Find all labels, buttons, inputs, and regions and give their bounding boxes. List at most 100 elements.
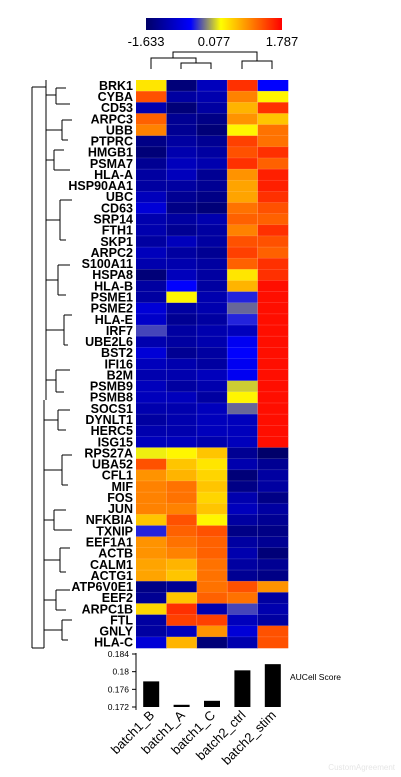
- heatmap-cell-PSME2-batch2_stim: [257, 302, 289, 315]
- heatmap-cell-HSPA8-batch2_ctrl: [227, 269, 258, 281]
- heatmap-cell-CYBA-batch1_C: [196, 91, 228, 103]
- heatmap-cell-PSMB8-batch2_ctrl: [227, 391, 258, 404]
- heatmap-cell-IFI16-batch2_stim: [257, 358, 289, 370]
- heatmap-cell-UBB-batch2_stim: [257, 124, 289, 136]
- heatmap-cell-EEF2-batch2_ctrl: [227, 592, 258, 604]
- heatmap-cell-SOCS1-batch2_ctrl: [227, 402, 258, 415]
- heatmap-cell-S100A11-batch2_stim: [257, 258, 289, 270]
- watermark: CustomAgreement: [328, 763, 395, 772]
- heatmap-cell-PTPRC-batch1_A: [166, 135, 198, 148]
- gene-label-SOCS1: SOCS1: [91, 402, 133, 416]
- aucell-bar-batch1_C: [204, 700, 220, 707]
- heatmap-cell-B2M-batch1_A: [166, 369, 198, 382]
- gene-label-JUN: JUN: [108, 502, 133, 516]
- heatmap-cell-CD63-batch1_B: [136, 202, 167, 214]
- heatmap-cell-FTL-batch1_C: [196, 614, 228, 627]
- heatmap-cell-JUN-batch1_A: [166, 503, 198, 515]
- heatmap-cell-RPS27A-batch2_stim: [257, 447, 289, 459]
- heatmap-cell-BST2-batch1_A: [166, 347, 198, 359]
- heatmap-cell-SRP14-batch2_stim: [257, 213, 289, 226]
- gene-label-FTH1: FTH1: [102, 224, 133, 238]
- heatmap-cell-NFKBIA-batch2_stim: [257, 514, 289, 526]
- heatmap-cell-IRF7-batch2_stim: [257, 325, 289, 337]
- heatmap-cell-UBA52-batch2_ctrl: [227, 458, 258, 471]
- heatmap-cell-HSP90AA1-batch1_A: [166, 180, 198, 192]
- gene-label-PSMA7: PSMA7: [90, 157, 133, 171]
- gene-label-ATP6V0E1: ATP6V0E1: [71, 580, 133, 594]
- gene-label-ARPC2: ARPC2: [91, 246, 133, 260]
- heatmap-cell-MIF-batch2_stim: [257, 480, 289, 493]
- heatmap-cell-FTL-batch1_B: [136, 614, 167, 627]
- heatmap-cell-HERC5-batch1_C: [196, 425, 228, 437]
- heatmap-cell-RPS27A-batch1_A: [166, 447, 198, 459]
- heatmap-cell-HSP90AA1-batch1_C: [196, 180, 228, 192]
- heatmap-cell-HLA-E-batch1_C: [196, 313, 228, 326]
- heatmap-cell-PSME1-batch1_B: [136, 291, 167, 304]
- gene-label-HERC5: HERC5: [91, 424, 133, 438]
- heatmap-cell-HLA-B-batch1_B: [136, 280, 167, 292]
- heatmap-cell-CYBA-batch1_A: [166, 91, 198, 103]
- aucell-bar-batch2_ctrl: [234, 670, 251, 707]
- heatmap-cell-NFKBIA-batch1_C: [196, 514, 228, 526]
- heatmap-cell-ATP6V0E1-batch1_A: [166, 581, 198, 593]
- heatmap-cell-TXNIP-batch2_ctrl: [227, 525, 258, 537]
- heatmap-cell-PSMB8-batch1_A: [166, 391, 198, 404]
- heatmap-cell-ACTB-batch1_C: [196, 547, 228, 560]
- heatmap-cell-EEF1A1-batch1_C: [196, 536, 228, 549]
- heatmap-cell-CALM1-batch1_C: [196, 558, 228, 571]
- heatmap-cell-HMGB1-batch1_C: [196, 146, 228, 159]
- heatmap-cell-PSME2-batch1_A: [166, 302, 198, 315]
- heatmap-cell-ACTG1-batch1_A: [166, 570, 198, 582]
- heatmap-cell-HMGB1-batch1_B: [136, 146, 167, 159]
- row-dendrogram: [31, 80, 72, 649]
- heatmap-cell-FTH1-batch1_A: [166, 224, 198, 237]
- heatmap-cell-ARPC2-batch2_ctrl: [227, 247, 258, 259]
- heatmap-cell-MIF-batch1_C: [196, 480, 228, 493]
- heatmap-cell-FTL-batch2_stim: [257, 614, 289, 627]
- heatmap-cell-PSMA7-batch2_ctrl: [227, 157, 258, 170]
- gene-label-RPS27A: RPS27A: [84, 446, 133, 460]
- heatmap-cell-HLA-B-batch2_stim: [257, 280, 289, 292]
- gene-label-HLA-E: HLA-E: [95, 313, 133, 327]
- heatmap-cell-HSPA8-batch1_C: [196, 269, 228, 281]
- heatmap-cell-NFKBIA-batch1_B: [136, 514, 167, 526]
- heatmap-cell-ISG15-batch2_ctrl: [227, 436, 258, 448]
- heatmap-cell-CD53-batch1_A: [166, 102, 198, 114]
- heatmap-cell-CALM1-batch1_B: [136, 558, 167, 571]
- heatmap-cell-PSME2-batch1_C: [196, 302, 228, 315]
- heatmap-cell-NFKBIA-batch1_A: [166, 514, 198, 526]
- gene-label-ARPC1B: ARPC1B: [82, 602, 133, 616]
- heatmap-cell-ARPC1B-batch1_A: [166, 603, 198, 615]
- heatmap-cell-EEF2-batch2_stim: [257, 592, 289, 604]
- heatmap-cell-IRF7-batch1_B: [136, 325, 167, 337]
- gene-label-UBB: UBB: [106, 123, 133, 137]
- heatmap-cell-JUN-batch2_ctrl: [227, 503, 258, 515]
- heatmap-cell-CFL1-batch2_stim: [257, 469, 289, 482]
- heatmap-cell-HSPA8-batch1_A: [166, 269, 198, 281]
- heatmap-cell-IFI16-batch2_ctrl: [227, 358, 258, 370]
- heatmap-cell-B2M-batch2_stim: [257, 369, 289, 382]
- heatmap-cell-SOCS1-batch2_stim: [257, 402, 289, 415]
- gene-label-HSPA8: HSPA8: [92, 268, 133, 282]
- heatmap-cell-HLA-E-batch1_A: [166, 313, 198, 326]
- heatmap-cell-ISG15-batch2_stim: [257, 436, 289, 448]
- heatmap-cell-BRK1-batch1_A: [166, 80, 198, 92]
- gene-label-HLA-B: HLA-B: [94, 279, 133, 293]
- heatmap-cell-ARPC3-batch1_C: [196, 113, 228, 125]
- aucell-tick-label: 0.184: [108, 649, 130, 659]
- heatmap-cell-UBB-batch1_A: [166, 124, 198, 136]
- heatmap-cell-UBC-batch2_stim: [257, 191, 289, 203]
- heatmap-cell-CD63-batch1_A: [166, 202, 198, 214]
- heatmap-cell-PSME1-batch1_A: [166, 291, 198, 304]
- gene-label-DYNLT1: DYNLT1: [85, 413, 133, 427]
- heatmap-cell-ISG15-batch1_C: [196, 436, 228, 448]
- gene-label-BRK1: BRK1: [99, 79, 133, 93]
- heatmap-cell-BRK1-batch2_stim: [257, 80, 289, 92]
- heatmap-cell-PSMB9-batch1_C: [196, 380, 228, 393]
- heatmap-cell-PSMB9-batch1_B: [136, 380, 167, 393]
- heatmap-cell-CD53-batch1_C: [196, 102, 228, 114]
- heatmap-cell-ARPC3-batch2_stim: [257, 113, 289, 125]
- heatmap-cell-BST2-batch1_C: [196, 347, 228, 359]
- heatmap-cell-PSME1-batch1_C: [196, 291, 228, 304]
